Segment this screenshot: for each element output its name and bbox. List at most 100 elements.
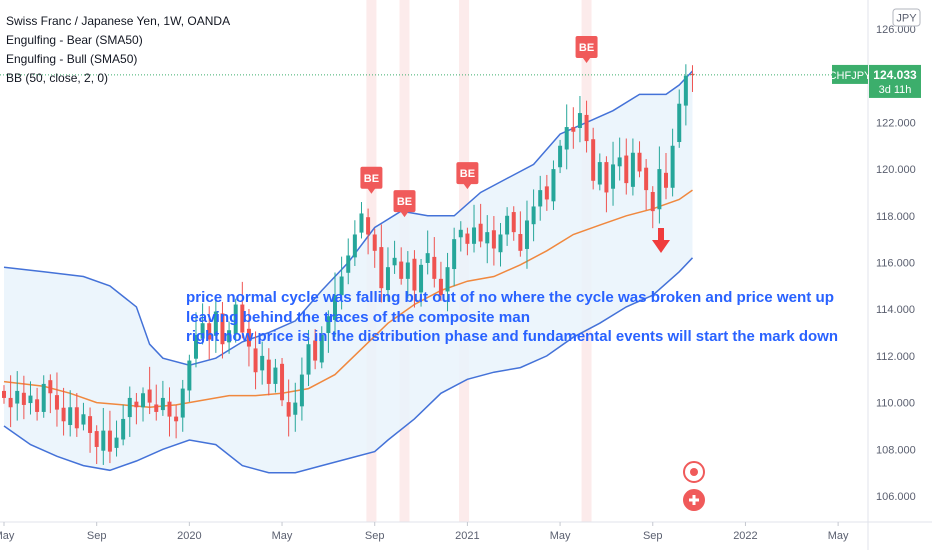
candle-body bbox=[425, 253, 430, 263]
marker-label: BE bbox=[579, 42, 594, 54]
target-icon[interactable] bbox=[683, 461, 705, 483]
candle bbox=[326, 310, 331, 353]
candle bbox=[385, 247, 390, 302]
candle-body bbox=[227, 330, 232, 343]
candle bbox=[220, 301, 225, 359]
candle-body bbox=[670, 145, 675, 188]
candle-body bbox=[339, 276, 344, 296]
candle bbox=[41, 375, 46, 418]
candle-body bbox=[518, 234, 523, 251]
marker-pointer bbox=[400, 211, 409, 218]
candle bbox=[405, 251, 410, 299]
candle bbox=[61, 387, 66, 436]
legend-symbol[interactable]: Swiss Franc / Japanese Yen, 1W, OANDA bbox=[6, 14, 231, 28]
candle bbox=[21, 375, 26, 420]
candle-body bbox=[577, 113, 582, 129]
candle-body bbox=[690, 73, 695, 76]
candle-body bbox=[160, 397, 165, 411]
bollinger-basis-line bbox=[3, 189, 693, 409]
candle-body bbox=[597, 162, 602, 185]
legend-engulfing-bear[interactable]: Engulfing - Bear (SMA50) bbox=[6, 33, 143, 47]
candle-body bbox=[637, 152, 642, 172]
candle-body bbox=[385, 267, 390, 291]
candle-body bbox=[101, 430, 106, 451]
candle bbox=[392, 240, 397, 274]
candle-body bbox=[644, 167, 649, 191]
marker-box bbox=[393, 190, 416, 213]
marker-label: BE bbox=[364, 173, 379, 185]
candle bbox=[359, 202, 364, 239]
marker-label: BE bbox=[460, 168, 475, 180]
candle bbox=[630, 138, 635, 196]
legend-bollinger[interactable]: BB (50, close, 2, 0) bbox=[6, 71, 109, 85]
candle bbox=[286, 379, 291, 437]
candle bbox=[604, 156, 609, 213]
candle-body bbox=[8, 397, 13, 408]
candle bbox=[445, 252, 450, 312]
candle bbox=[412, 250, 417, 308]
candle-body bbox=[498, 234, 503, 253]
candle bbox=[591, 127, 596, 190]
candle bbox=[35, 387, 40, 421]
candle-body bbox=[564, 127, 569, 150]
engulfing-bear-marker: BE bbox=[360, 166, 383, 194]
candle bbox=[664, 152, 668, 200]
candle bbox=[650, 186, 655, 229]
candle bbox=[458, 221, 463, 252]
candle bbox=[2, 385, 6, 404]
candle-body bbox=[538, 190, 543, 207]
candle bbox=[544, 174, 549, 211]
y-tick-label: 114.000 bbox=[876, 304, 915, 316]
candle-body bbox=[246, 328, 251, 347]
currency-badge-box bbox=[892, 8, 921, 27]
candle bbox=[611, 141, 616, 206]
legend-engulfing-bull[interactable]: Engulfing - Bull (SMA50) bbox=[6, 52, 138, 66]
candle bbox=[399, 247, 404, 285]
price-tag-box bbox=[869, 64, 921, 98]
candle-body bbox=[293, 402, 298, 415]
y-tick-label: 106.000 bbox=[876, 491, 916, 503]
y-tick-label: 126.000 bbox=[876, 24, 916, 36]
candle bbox=[571, 107, 576, 149]
candle bbox=[227, 321, 232, 354]
price-tag: CHFJPY 124.033 3d 11h bbox=[0, 64, 921, 98]
candle-body bbox=[48, 380, 53, 394]
candle-body bbox=[419, 264, 424, 293]
price-tag-countdown: 3d 11h bbox=[879, 84, 912, 96]
bottom-icons[interactable] bbox=[683, 461, 705, 511]
marker-box bbox=[575, 36, 598, 59]
x-tick-label: 2022 bbox=[733, 530, 757, 542]
candle bbox=[293, 382, 298, 432]
candle bbox=[180, 379, 185, 432]
candle bbox=[28, 381, 33, 415]
candle bbox=[260, 341, 265, 385]
candle-body bbox=[531, 206, 536, 225]
candle bbox=[141, 387, 146, 422]
candle bbox=[127, 386, 132, 437]
candle-body bbox=[485, 232, 490, 244]
candle-body bbox=[21, 392, 26, 405]
candle bbox=[54, 372, 59, 427]
candle bbox=[498, 223, 503, 267]
candle bbox=[584, 100, 589, 153]
candle-body bbox=[399, 261, 404, 279]
candle bbox=[200, 303, 205, 345]
plus-icon[interactable] bbox=[683, 489, 705, 511]
candle bbox=[306, 329, 311, 387]
annotation-text: price normal cycle was falling but out o… bbox=[186, 289, 838, 345]
candle bbox=[425, 230, 430, 275]
candle-body bbox=[74, 407, 79, 429]
candle bbox=[121, 404, 126, 446]
candle bbox=[319, 326, 324, 369]
x-tick-label: Sep bbox=[87, 530, 107, 542]
candle bbox=[8, 375, 13, 428]
currency-badge: JPY bbox=[892, 8, 921, 27]
candle bbox=[465, 227, 470, 256]
candle-body bbox=[15, 390, 20, 404]
candle bbox=[233, 298, 238, 343]
candle-body bbox=[438, 278, 443, 296]
candle-body bbox=[127, 397, 132, 418]
candle bbox=[339, 256, 344, 310]
chart-legend: Swiss Franc / Japanese Yen, 1W, OANDA En… bbox=[6, 12, 230, 88]
